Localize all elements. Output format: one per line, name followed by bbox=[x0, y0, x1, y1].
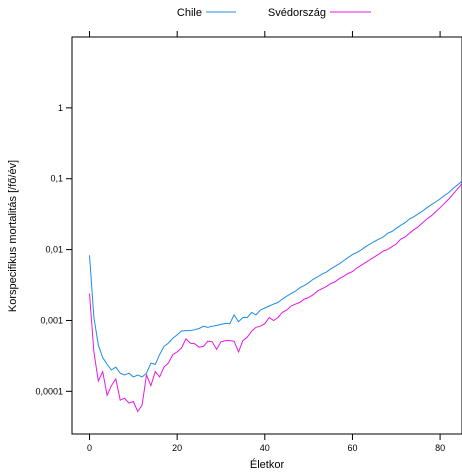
plot-frame bbox=[71, 36, 462, 435]
x-axis-title: Életkor bbox=[250, 458, 285, 471]
plot-area bbox=[89, 180, 462, 413]
y-axis: 0,0001 0,001 0,01 0,1 1 bbox=[35, 103, 72, 396]
x-axis: 0 20 40 60 80 bbox=[87, 31, 445, 453]
y-tick-label: 0,0001 bbox=[35, 386, 63, 396]
y-tick-label: 0,001 bbox=[40, 315, 63, 325]
legend: Chile Svédország bbox=[177, 7, 371, 19]
legend-label-chile: Chile bbox=[177, 7, 202, 19]
x-tick-label: 80 bbox=[435, 443, 445, 453]
x-tick-label: 0 bbox=[87, 443, 92, 453]
x-tick-label: 60 bbox=[347, 443, 357, 453]
x-tick-label: 20 bbox=[172, 443, 182, 453]
x-tick-label: 40 bbox=[260, 443, 270, 453]
legend-label-svedorszag: Svédország bbox=[268, 7, 326, 19]
y-tick-label: 1 bbox=[58, 103, 63, 113]
series-line-svedorszag bbox=[89, 183, 462, 413]
y-tick-label: 0,1 bbox=[50, 174, 63, 184]
y-tick-label: 0,01 bbox=[45, 245, 63, 255]
y-axis-title: Korspecifikus mortalitás [/fő/év] bbox=[7, 160, 19, 312]
series-line-chile bbox=[89, 180, 462, 378]
